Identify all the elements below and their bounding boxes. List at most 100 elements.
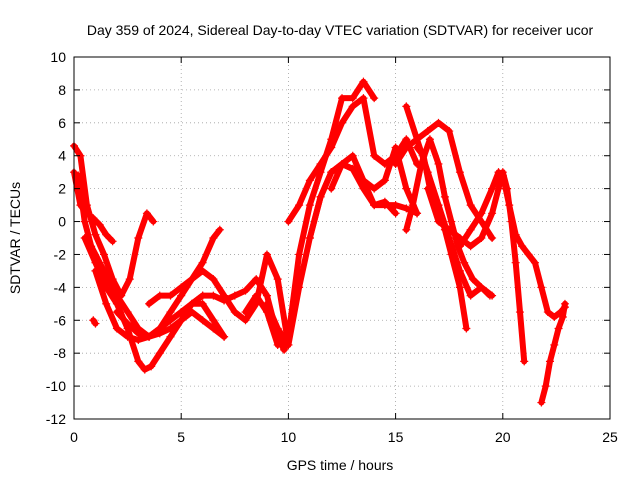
x-tick-label: 0: [70, 429, 78, 445]
data-point-marker: [423, 127, 432, 136]
data-point-marker: [391, 143, 400, 152]
data-point-marker: [434, 217, 443, 226]
data-point-marker: [209, 291, 218, 300]
data-point-marker: [262, 250, 271, 259]
data-point-marker: [198, 316, 207, 325]
series-track-18: [424, 169, 528, 365]
data-point-marker: [80, 234, 89, 242]
data-point-marker: [537, 283, 546, 292]
data-point-marker: [166, 291, 175, 300]
data-point-marker: [447, 217, 456, 226]
data-point-marker: [209, 275, 218, 284]
data-point-marker: [445, 225, 454, 234]
y-axis-label: SDTVAR / TECUs: [7, 182, 23, 294]
data-point-marker: [295, 283, 304, 292]
data-point-marker: [166, 324, 175, 333]
data-series: [70, 77, 569, 407]
data-point-marker: [284, 217, 293, 226]
data-point-marker: [477, 209, 486, 218]
data-point-marker: [112, 324, 121, 333]
data-point-marker: [434, 159, 443, 168]
data-point-marker: [89, 214, 98, 223]
axis-ticks: [73, 56, 611, 420]
data-point-marker: [112, 299, 121, 308]
data-point-marker: [155, 349, 164, 358]
data-point-marker: [166, 316, 175, 325]
data-point-marker: [338, 159, 346, 168]
y-tick-label: -12: [46, 411, 66, 427]
data-point-marker: [155, 291, 164, 300]
data-point-marker: [198, 266, 207, 275]
data-point-marker: [466, 201, 475, 210]
series-track-17: [414, 144, 470, 332]
y-tick-label: 0: [58, 214, 66, 230]
data-point-marker: [530, 258, 539, 267]
y-tick-label: 10: [50, 49, 66, 65]
data-point-marker: [74, 171, 83, 180]
data-point-marker: [95, 220, 104, 229]
data-point-marker: [402, 184, 411, 193]
data-point-marker: [149, 217, 158, 226]
data-point-marker: [273, 340, 282, 349]
series-track-3: [75, 172, 223, 340]
series-track-14: [392, 119, 496, 241]
data-point-marker: [408, 201, 417, 210]
data-point-marker: [209, 316, 218, 325]
series-track-7: [146, 251, 292, 348]
x-tick-label: 20: [495, 429, 511, 445]
data-point-marker: [370, 201, 379, 210]
data-point-marker: [402, 135, 411, 144]
y-tick-label: 4: [58, 148, 66, 164]
data-point-marker: [338, 118, 346, 127]
data-point-marker: [550, 340, 559, 349]
data-point-marker: [145, 299, 154, 308]
data-point-marker: [485, 291, 494, 300]
data-point-marker: [391, 201, 400, 210]
data-point-marker: [295, 201, 304, 210]
data-point-marker: [198, 291, 207, 300]
data-point-marker: [198, 258, 207, 267]
data-point-marker: [280, 345, 289, 354]
data-point-marker: [140, 365, 149, 374]
data-point-marker: [466, 291, 475, 300]
data-point-marker: [177, 291, 186, 300]
data-point-marker: [142, 209, 151, 218]
data-point-marker: [466, 242, 475, 251]
x-tick-label: 10: [281, 429, 297, 445]
data-point-marker: [155, 329, 164, 338]
y-tick-label: 2: [58, 181, 66, 197]
data-point-marker: [209, 324, 218, 333]
data-point-marker: [348, 151, 357, 160]
data-point-marker: [273, 275, 282, 284]
x-tick-labels: 0 5 10 15 20 25: [70, 429, 618, 445]
data-point-marker: [187, 275, 196, 284]
data-point-marker: [305, 234, 314, 242]
data-point-marker: [550, 312, 559, 321]
data-point-marker: [198, 299, 207, 308]
data-point-marker: [537, 398, 546, 407]
data-point-marker: [520, 357, 529, 366]
data-point-marker: [316, 192, 325, 201]
data-point-marker: [466, 225, 475, 234]
data-point-marker: [413, 143, 422, 152]
data-point-marker: [477, 234, 486, 242]
data-point-marker: [511, 258, 520, 267]
data-point-marker: [541, 382, 550, 391]
data-point-marker: [187, 308, 196, 317]
data-point-marker: [262, 291, 271, 300]
data-point-marker: [554, 324, 563, 333]
data-point-marker: [166, 308, 175, 317]
data-point-marker: [327, 168, 336, 177]
y-tick-label: 8: [58, 82, 66, 98]
data-point-marker: [455, 168, 464, 177]
data-point-marker: [370, 184, 379, 193]
data-point-marker: [230, 308, 239, 317]
data-point-marker: [402, 225, 411, 234]
data-point-marker: [177, 308, 186, 317]
data-point-marker: [209, 234, 218, 242]
data-point-marker: [102, 230, 111, 239]
data-point-marker: [177, 283, 186, 292]
data-point-marker: [241, 308, 250, 317]
data-point-marker: [230, 291, 239, 300]
